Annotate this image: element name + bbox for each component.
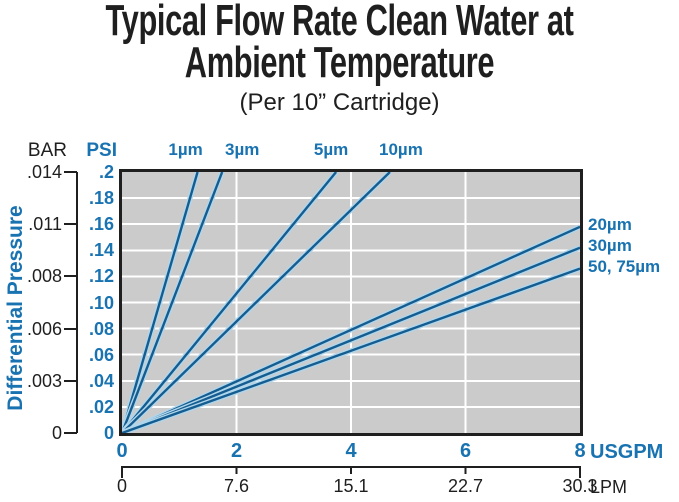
bar-tick-label: .014: [26, 162, 62, 182]
bar-tick-label: .008: [26, 266, 62, 287]
psi-tick-label: .12: [88, 266, 114, 287]
plot-canvas: [122, 172, 580, 433]
lpm-tick-label: 22.7: [447, 476, 484, 496]
usgpm-tick-label: 2: [230, 440, 243, 462]
series-line-core-5-m: [122, 172, 338, 433]
usgpm-tick-label: 0: [116, 440, 128, 462]
usgpm-tick-label: 8: [574, 440, 586, 462]
bar-axis-line: [76, 172, 78, 433]
bar-axis-tick: [64, 171, 77, 173]
usgpm-axis-unit: USGPM: [590, 441, 664, 463]
chart-title-line1: Typical Flow Rate Clean Water at: [105, 0, 574, 45]
lpm-tick-label: 7.6: [223, 476, 250, 496]
psi-tick-label: .10: [88, 292, 114, 313]
psi-tick-label: .02: [88, 396, 114, 417]
series-label-50-75-m: 50, 75µm: [588, 256, 661, 276]
bar-tick-label: .003: [26, 370, 62, 391]
lpm-tick-label: 0: [116, 476, 127, 496]
lpm-tick-label: 30.3: [562, 476, 598, 496]
psi-tick-label: 0: [103, 423, 114, 443]
series-line-core-20-m: [122, 225, 580, 433]
lpm-axis-unit: LPM: [590, 477, 628, 497]
series-line-core-1-m: [122, 172, 199, 433]
series-line-core-3-m: [122, 172, 224, 433]
psi-tick-label: .16: [88, 214, 114, 235]
series-label-1-m: 1µm: [168, 140, 203, 159]
psi-tick-label: .06: [88, 344, 114, 365]
psi-tick-label: .2: [98, 162, 114, 182]
bar-axis-tick: [64, 379, 77, 382]
series-line-core-10-m: [122, 172, 391, 433]
bar-axis-tick: [64, 275, 77, 278]
usgpm-tick-label: 4: [345, 440, 357, 462]
series-label-20-m: 20µm: [588, 214, 632, 234]
bar-axis-tick: [64, 432, 77, 434]
plot-area: [122, 172, 580, 433]
bar-tick-label: .006: [26, 318, 62, 339]
bar-tick-label: 0: [51, 423, 62, 443]
series-label-3-m: 3µm: [225, 140, 260, 159]
series-line-core-50-75-m: [122, 267, 580, 433]
chart-title: Typical Flow Rate Clean Water at Ambient…: [0, 0, 679, 87]
lpm-tick-label: 15.1: [333, 476, 369, 496]
psi-tick-label: .18: [88, 188, 114, 209]
chart-title-line2: Ambient Temperature: [184, 38, 495, 87]
series-label-5-m: 5µm: [313, 140, 349, 159]
chart-subtitle: (Per 10” Cartridge): [239, 89, 440, 116]
bar-axis-unit: BAR: [27, 140, 67, 161]
series-label-30-m: 30µm: [588, 235, 632, 255]
psi-axis-unit: PSI: [86, 140, 117, 161]
usgpm-tick-label: 6: [459, 440, 472, 462]
series-label-10-m: 10µm: [379, 140, 423, 159]
psi-tick-label: .08: [88, 318, 114, 339]
psi-tick-label: .14: [88, 240, 114, 261]
psi-tick-label: .04: [88, 370, 114, 391]
bar-axis-tick: [64, 327, 77, 330]
series-line-core-30-m: [122, 246, 580, 433]
bar-axis-tick: [64, 223, 77, 226]
bar-tick-label: .011: [28, 214, 62, 235]
